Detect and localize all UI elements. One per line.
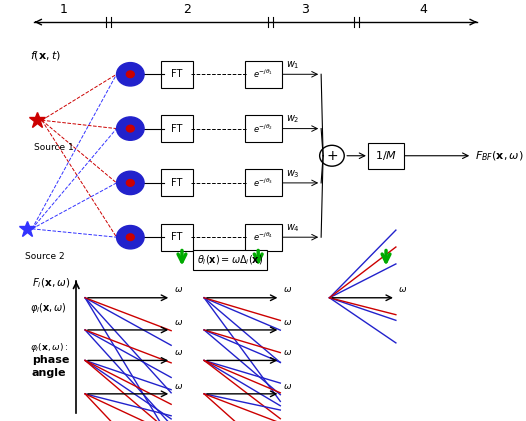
Text: 1: 1	[60, 3, 68, 16]
FancyBboxPatch shape	[245, 61, 281, 88]
Text: $\omega$: $\omega$	[174, 348, 183, 357]
Text: $w_3$: $w_3$	[287, 168, 300, 179]
Text: $\omega$: $\omega$	[283, 381, 292, 391]
Text: angle: angle	[32, 368, 66, 378]
Text: FT: FT	[171, 178, 183, 188]
FancyBboxPatch shape	[245, 224, 281, 251]
Text: $\varphi_i(\mathbf{x},\omega):$: $\varphi_i(\mathbf{x},\omega):$	[29, 341, 68, 354]
Circle shape	[117, 171, 144, 195]
Circle shape	[126, 179, 134, 186]
Text: $e^{-j\theta_4}$: $e^{-j\theta_4}$	[253, 231, 273, 243]
Text: Source 1: Source 1	[34, 143, 74, 152]
Text: $\omega$: $\omega$	[174, 317, 183, 327]
Text: $w_4$: $w_4$	[287, 222, 300, 234]
Text: $\omega$: $\omega$	[174, 285, 183, 294]
Text: +: +	[326, 149, 338, 163]
FancyBboxPatch shape	[368, 143, 404, 169]
Text: 2: 2	[183, 3, 191, 16]
FancyBboxPatch shape	[161, 224, 193, 251]
Circle shape	[126, 234, 134, 240]
Circle shape	[117, 63, 144, 86]
Text: $w_2$: $w_2$	[287, 113, 300, 125]
Text: $w_1$: $w_1$	[287, 59, 300, 71]
Text: $e^{-j\theta_1}$: $e^{-j\theta_1}$	[253, 68, 273, 80]
Text: $\omega$: $\omega$	[283, 348, 292, 357]
Text: FT: FT	[171, 124, 183, 133]
Text: Source 2: Source 2	[25, 252, 64, 261]
FancyBboxPatch shape	[193, 250, 267, 270]
Text: phase: phase	[32, 355, 69, 365]
Text: $f(\mathbf{x},t)$: $f(\mathbf{x},t)$	[29, 49, 60, 62]
Text: $F_i(\mathbf{x},\omega)$: $F_i(\mathbf{x},\omega)$	[32, 277, 70, 290]
Text: 3: 3	[301, 3, 309, 16]
Text: $\omega$: $\omega$	[283, 285, 292, 294]
Text: 4: 4	[419, 3, 427, 16]
Text: FT: FT	[171, 232, 183, 242]
Text: $\omega$: $\omega$	[283, 317, 292, 327]
FancyBboxPatch shape	[245, 115, 281, 142]
Circle shape	[117, 226, 144, 249]
Text: FT: FT	[171, 69, 183, 79]
Text: $e^{-j\theta_3}$: $e^{-j\theta_3}$	[253, 177, 273, 189]
Text: $\omega$: $\omega$	[174, 381, 183, 391]
Text: $F_{BF}(\mathbf{x},\omega)$: $F_{BF}(\mathbf{x},\omega)$	[474, 149, 523, 163]
Text: $1/M$: $1/M$	[375, 149, 397, 162]
Circle shape	[117, 117, 144, 140]
Text: $e^{-j\theta_2}$: $e^{-j\theta_2}$	[253, 123, 273, 135]
Text: $\varphi_i(\mathbf{x},\omega)$: $\varphi_i(\mathbf{x},\omega)$	[29, 301, 66, 315]
FancyBboxPatch shape	[161, 169, 193, 197]
Text: $\theta_i(\mathbf{x})=\omega\Delta_i(\mathbf{x})$: $\theta_i(\mathbf{x})=\omega\Delta_i(\ma…	[197, 253, 263, 267]
Circle shape	[126, 71, 134, 77]
FancyBboxPatch shape	[161, 115, 193, 142]
FancyBboxPatch shape	[161, 61, 193, 88]
Text: $\omega$: $\omega$	[398, 285, 408, 294]
FancyBboxPatch shape	[245, 169, 281, 197]
Circle shape	[126, 125, 134, 132]
